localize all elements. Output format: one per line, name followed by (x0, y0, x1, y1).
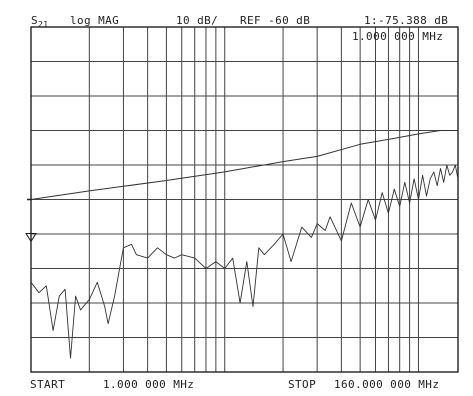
graticule (30, 26, 459, 373)
s-parameter-label: S21 (31, 14, 49, 29)
marker-readout: 1:-75.388 dB (364, 14, 449, 27)
s-parameter-letter: S (31, 14, 39, 27)
start-label: START (30, 378, 66, 391)
reference-level-label: REF -60 dB (240, 14, 311, 27)
marker-frequency: 1.000 000 MHz (352, 30, 444, 43)
reference-triangle-marker (25, 232, 37, 243)
s-parameter-subscript: 21 (38, 20, 49, 29)
start-frequency: 1.000 000 MHz (103, 378, 195, 391)
reference-trace (30, 130, 458, 200)
traces (30, 130, 459, 359)
scale-label: 10 dB/ (176, 14, 219, 27)
stop-label: STOP (288, 378, 317, 391)
reference-markers (25, 198, 37, 248)
stop-frequency: 160.000 000 MHz (334, 378, 440, 391)
measurement-trace (30, 164, 459, 359)
format-label: log MAG (70, 14, 120, 27)
